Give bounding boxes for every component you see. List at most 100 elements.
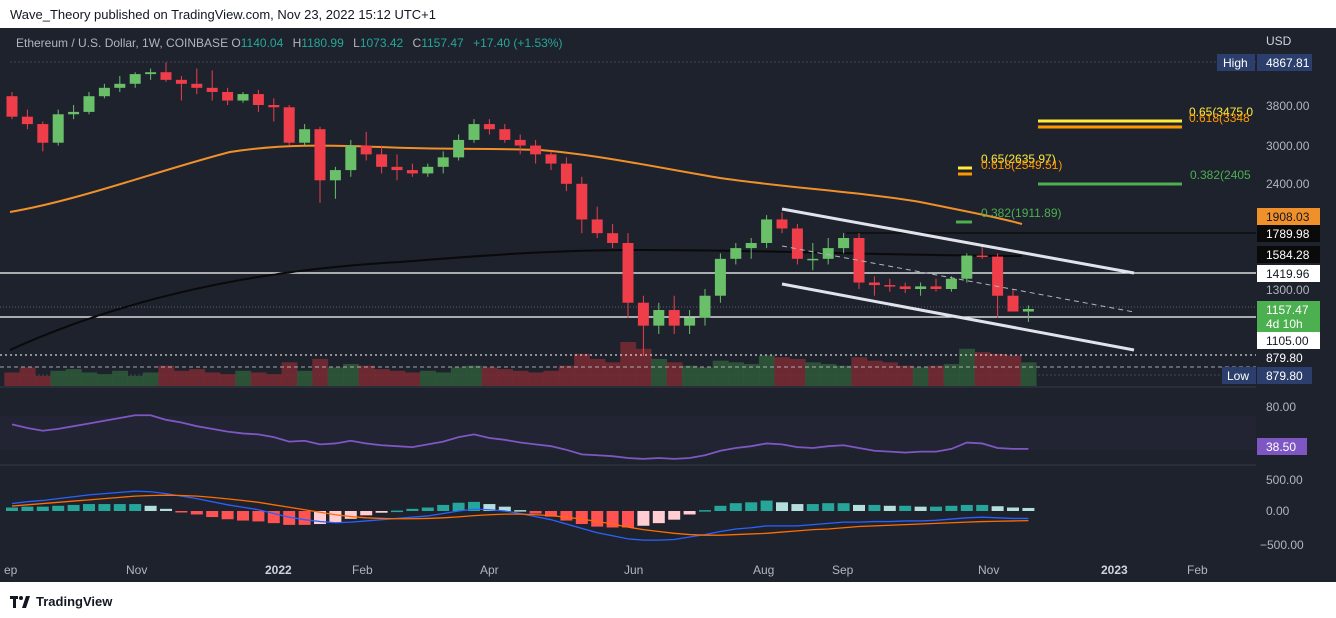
macd-histogram-bar bbox=[914, 506, 927, 511]
high-label: High bbox=[1223, 56, 1248, 70]
volume-bar bbox=[697, 367, 714, 386]
candle-body bbox=[206, 87, 218, 92]
candle-body bbox=[468, 124, 480, 140]
candle-body bbox=[945, 278, 957, 289]
candle-body bbox=[83, 96, 95, 112]
candle-body bbox=[191, 83, 203, 88]
volume-bar bbox=[35, 375, 51, 386]
volume-bar bbox=[635, 348, 652, 386]
candle-body bbox=[114, 83, 126, 88]
candle-body bbox=[160, 72, 172, 80]
volume-bar bbox=[497, 369, 513, 386]
close-value-legend: 1157.47 bbox=[421, 36, 464, 50]
macd-histogram-bar bbox=[622, 511, 634, 528]
macd-histogram-bar bbox=[899, 505, 912, 511]
level-value-1419: 1419.96 bbox=[1266, 267, 1310, 281]
time-axis[interactable] bbox=[0, 560, 1336, 582]
macd-histogram-bar bbox=[791, 504, 804, 511]
volume-bar bbox=[420, 370, 436, 386]
moving-average-black[interactable] bbox=[9, 248, 1023, 351]
volume-bar bbox=[173, 370, 190, 386]
candle-body bbox=[268, 105, 280, 108]
channel-mid-line[interactable] bbox=[781, 245, 1135, 313]
last-price-tag bbox=[1257, 301, 1320, 332]
macd-histogram-bar bbox=[930, 506, 942, 511]
macd-histogram-bar bbox=[529, 511, 542, 514]
volume-bar bbox=[558, 365, 575, 386]
macd-histogram-bar bbox=[21, 506, 34, 511]
macd-histogram-bar bbox=[776, 502, 788, 511]
candle-body bbox=[98, 87, 110, 97]
volume-bar bbox=[666, 362, 683, 386]
level-tag-1789 bbox=[1257, 225, 1320, 242]
rsi-line[interactable] bbox=[11, 414, 1029, 460]
change-value: +17.40 (+1.53%) bbox=[473, 36, 563, 50]
candle-body bbox=[129, 74, 141, 84]
macd-indicator[interactable] bbox=[6, 490, 1035, 541]
price-tick: 1300.00 bbox=[1266, 283, 1310, 297]
volume-bar bbox=[974, 352, 991, 386]
macd-histogram-bar bbox=[360, 511, 373, 516]
symbol-legend[interactable]: Ethereum / U.S. Dollar, 1W, COINBASE O 11… bbox=[16, 36, 562, 50]
macd-tick: −500.00 bbox=[1260, 538, 1304, 552]
volume-bar bbox=[404, 372, 421, 386]
volume-bar bbox=[897, 365, 914, 386]
volume-bar bbox=[435, 372, 452, 386]
time-label: Sep bbox=[832, 563, 854, 577]
volume-bar bbox=[373, 369, 390, 386]
ma-black-tag bbox=[1257, 246, 1320, 263]
macd-histogram-bar bbox=[283, 511, 296, 525]
candle-body bbox=[175, 79, 187, 84]
macd-histogram-bar bbox=[806, 504, 819, 511]
open-label: O bbox=[231, 36, 241, 50]
candle-body bbox=[822, 248, 834, 259]
macd-histogram-bar bbox=[329, 511, 342, 523]
macd-histogram-bar bbox=[575, 511, 588, 525]
macd-histogram-bar bbox=[699, 510, 711, 512]
high-label-legend: H bbox=[292, 36, 302, 50]
candle-body bbox=[591, 219, 603, 234]
candle-body bbox=[530, 145, 542, 155]
volume-bar bbox=[604, 362, 621, 386]
macd-histogram-bar bbox=[637, 511, 650, 526]
currency-label: USD bbox=[1266, 34, 1292, 48]
candlesticks[interactable] bbox=[6, 62, 1034, 356]
volume-bar bbox=[327, 367, 344, 386]
volume-bar bbox=[450, 367, 467, 386]
footer-brand: TradingView bbox=[36, 594, 113, 609]
candle-body bbox=[607, 233, 619, 243]
time-label: Aug bbox=[753, 563, 774, 577]
volume-bar bbox=[235, 370, 252, 386]
level-tag-1419 bbox=[1257, 265, 1320, 282]
macd-histogram-bar bbox=[1007, 507, 1019, 511]
candle-body bbox=[930, 286, 942, 289]
symbol-title: Ethereum / U.S. Dollar, 1W, COINBASE bbox=[16, 36, 229, 50]
volume-bar bbox=[127, 375, 144, 386]
ma-orange-tag bbox=[1257, 208, 1320, 225]
volume-bar bbox=[50, 370, 67, 386]
macd-histogram-bar bbox=[421, 507, 434, 511]
volume-bar bbox=[142, 372, 159, 386]
macd-histogram-bar bbox=[652, 511, 665, 524]
macd-histogram-bar bbox=[483, 504, 496, 511]
candle-body bbox=[68, 111, 80, 115]
candle-body bbox=[21, 116, 33, 125]
tradingview-logo-icon bbox=[10, 595, 30, 608]
channel-lower-line[interactable] bbox=[781, 282, 1135, 352]
macd-histogram-bar bbox=[67, 504, 80, 511]
volume-bar bbox=[296, 370, 313, 386]
fib-label-0.618-mid: 0.618(2549.51) bbox=[981, 158, 1062, 172]
low-tag bbox=[1222, 367, 1256, 384]
chart-frame[interactable]: 0.65(3475.0 0.618(3348 0.65(2635.97) 0.6… bbox=[0, 28, 1336, 582]
volume-bar bbox=[651, 358, 667, 386]
chart-canvas[interactable]: 0.65(3475.0 0.618(3348 0.65(2635.97) 0.6… bbox=[0, 28, 1336, 582]
price-tick: 3800.00 bbox=[1266, 99, 1310, 113]
candle-body bbox=[1007, 295, 1019, 312]
close-label-legend: C bbox=[412, 36, 422, 50]
channel-upper-line[interactable] bbox=[781, 207, 1135, 275]
tradingview-logo[interactable]: TradingView bbox=[10, 594, 112, 609]
volume-bar bbox=[358, 365, 375, 386]
level-value-1789: 1789.98 bbox=[1266, 227, 1310, 241]
macd-histogram-bar bbox=[391, 510, 403, 513]
candle-body bbox=[776, 219, 788, 229]
